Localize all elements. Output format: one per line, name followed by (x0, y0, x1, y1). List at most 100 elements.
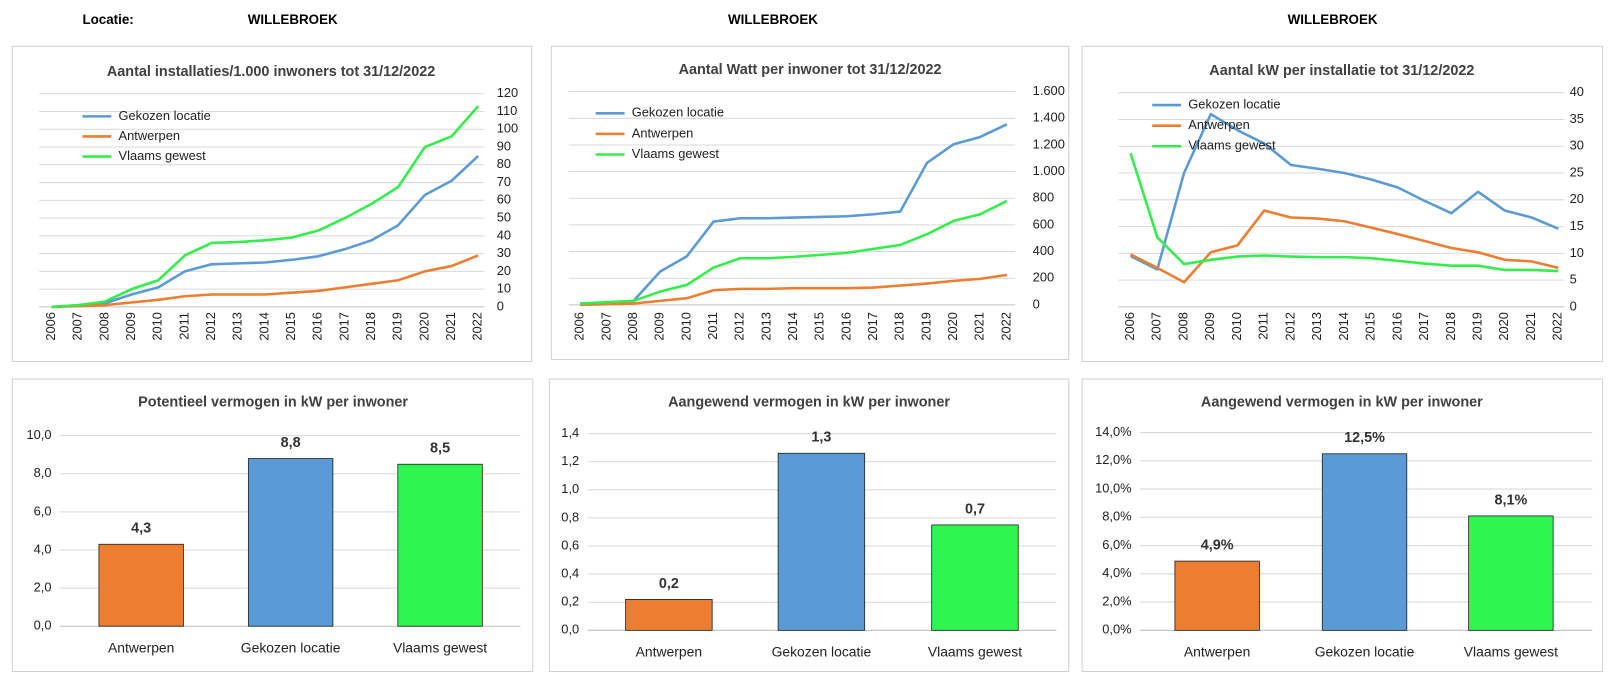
y-tick-label: 14,0% (1095, 424, 1131, 439)
chart-title: Aantal installaties/1.000 inwoners tot 3… (107, 64, 435, 80)
panel (1081, 45, 1604, 363)
y-tick-label: 2,0% (1102, 593, 1131, 608)
y-tick-label: 1,2 (561, 453, 579, 468)
x-tick-label: Vlaams gewest (393, 640, 487, 656)
y-tick-label: 15 (1570, 218, 1584, 233)
y-tick-label: 8,0 (34, 465, 52, 480)
y-tick-label: 80 (497, 156, 511, 171)
location-name: WILLEBROEK (1288, 12, 1378, 27)
y-tick-label: 30 (497, 245, 511, 260)
x-tick-label: 2013 (230, 312, 245, 341)
chart-title: Potentieel vermogen in kW per inwoner (138, 395, 408, 411)
x-tick-label: 2021 (972, 312, 987, 341)
y-tick-label: 8,0% (1102, 509, 1131, 524)
y-tick-label: 0,0 (561, 622, 579, 637)
value-label: 4,9% (1201, 537, 1234, 553)
x-tick-label: 2016 (310, 312, 325, 341)
y-tick-label: 120 (497, 85, 518, 100)
series-line (580, 199, 1008, 305)
location-name: WILLEBROEK (248, 12, 338, 27)
value-label: 0,2 (659, 576, 679, 592)
y-tick-label: 90 (497, 138, 511, 153)
y-tick-label: 0,2 (561, 594, 579, 609)
legend-label: Gekozen locatie (632, 105, 724, 120)
value-label: 8,5 (430, 441, 450, 457)
x-tick-label: 2012 (203, 312, 218, 341)
series-line (51, 154, 480, 309)
y-tick-label: 1.600 (1033, 83, 1065, 98)
x-tick-label: 2014 (1336, 312, 1351, 341)
y-tick-label: 1.200 (1033, 136, 1065, 151)
x-tick-label: 2006 (572, 312, 587, 341)
x-tick-label: Gekozen locatie (241, 640, 341, 656)
chart-title: Aangewend vermogen in kW per inwoner (668, 395, 950, 411)
value-label: 8,8 (281, 435, 301, 451)
x-tick-label: 2007 (1149, 312, 1164, 341)
x-tick-label: 2022 (998, 312, 1013, 341)
y-tick-label: 2,0 (34, 580, 52, 595)
series-line (580, 273, 1008, 307)
x-tick-label: 2016 (838, 312, 853, 341)
y-tick-label: 6,0% (1102, 537, 1131, 552)
x-tick-label: 2022 (1550, 312, 1565, 341)
panel (550, 45, 1070, 360)
y-tick-label: 35 (1570, 111, 1584, 126)
x-tick-label: 2018 (892, 312, 907, 341)
y-tick-label: 4,0% (1102, 565, 1131, 580)
bar (98, 543, 184, 627)
legend-label: Gekozen locatie (1188, 96, 1280, 111)
chart-title: Aangewend vermogen in kW per inwoner (1201, 395, 1483, 411)
series-line (1129, 152, 1559, 273)
y-tick-label: 20 (1570, 191, 1584, 206)
x-tick-label: 2012 (1282, 312, 1297, 341)
x-tick-label: 2011 (176, 312, 191, 340)
x-tick-label: 2006 (43, 312, 58, 341)
y-tick-label: 0,8 (561, 509, 579, 524)
x-tick-label: 2020 (945, 312, 960, 341)
x-tick-label: Antwerpen (636, 644, 702, 660)
x-tick-label: 2021 (443, 312, 458, 341)
y-tick-label: 10 (1570, 245, 1584, 260)
y-tick-label: 40 (1570, 84, 1584, 99)
x-tick-label: Antwerpen (108, 640, 174, 656)
x-tick-label: 2007 (70, 312, 85, 341)
series-line (580, 123, 1008, 305)
x-tick-label: Gekozen locatie (1315, 644, 1415, 660)
y-tick-label: 1,0 (561, 481, 579, 496)
chart-title: Aantal Watt per inwoner tot 31/12/2022 (679, 62, 942, 78)
x-tick-label: Vlaams gewest (1464, 644, 1558, 660)
x-tick-label: 2014 (256, 312, 271, 341)
value-label: 8,1% (1494, 492, 1527, 508)
bar (247, 458, 334, 627)
x-tick-label: 2019 (918, 312, 933, 341)
y-tick-label: 0,0 (34, 618, 52, 633)
x-tick-label: 2011 (705, 312, 720, 340)
x-tick-label: 2019 (390, 312, 405, 341)
y-tick-label: 1.000 (1033, 163, 1065, 178)
x-tick-label: 2017 (1416, 312, 1431, 341)
x-tick-label: 2008 (1175, 312, 1190, 341)
bar (625, 598, 713, 631)
x-tick-label: Vlaams gewest (928, 644, 1022, 660)
y-tick-label: 40 (497, 227, 511, 242)
value-label: 4,3 (131, 521, 151, 537)
x-tick-label: Antwerpen (1184, 644, 1250, 660)
bar (1174, 560, 1260, 631)
panel (11, 45, 533, 363)
x-tick-label: 2019 (1469, 312, 1484, 341)
x-tick-label: 2007 (598, 312, 613, 341)
x-tick-label: 2013 (1309, 312, 1324, 341)
x-tick-label: 2009 (1202, 312, 1217, 341)
x-tick-label: 2018 (1443, 312, 1458, 341)
x-tick-label: 2010 (678, 312, 693, 341)
value-label: 0,7 (965, 501, 985, 517)
x-tick-label: 2009 (123, 312, 138, 341)
x-tick-label: 2020 (1496, 312, 1511, 341)
legend-label: Vlaams gewest (632, 146, 720, 161)
y-tick-label: 25 (1570, 164, 1584, 179)
x-tick-label: 2011 (1256, 312, 1271, 340)
y-tick-label: 110 (497, 103, 518, 118)
x-tick-label: 2013 (758, 312, 773, 341)
